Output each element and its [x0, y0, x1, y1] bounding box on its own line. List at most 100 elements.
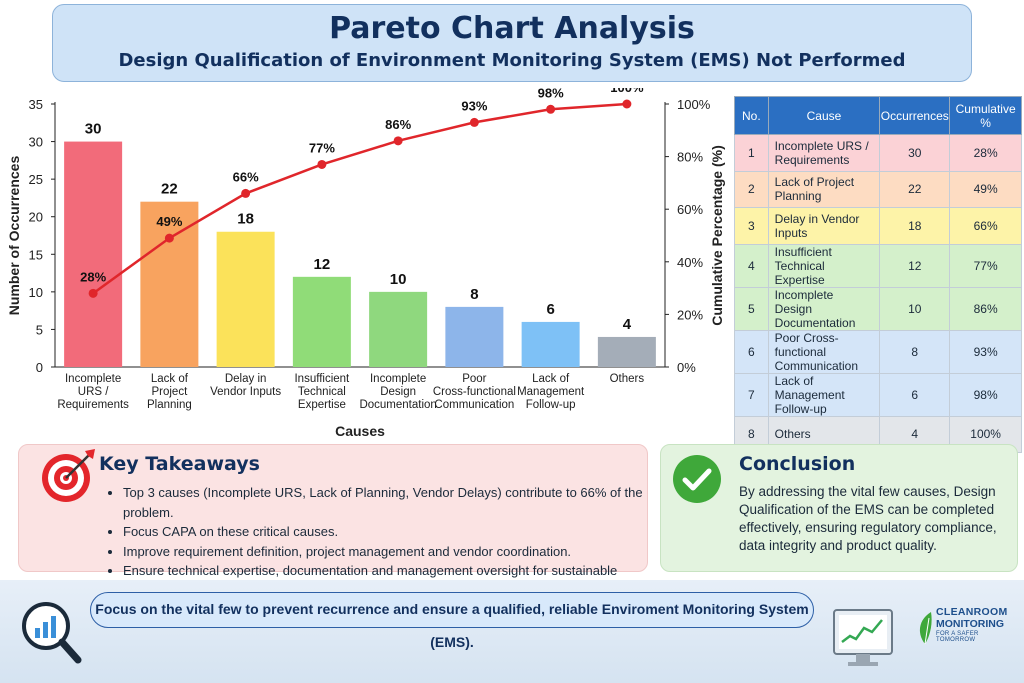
y-tick-label: 5: [36, 322, 43, 337]
conclusion-title: Conclusion: [739, 453, 856, 475]
bar-value-label: 18: [237, 211, 254, 228]
row-cause: Poor Cross-functional Communication: [767, 329, 881, 374]
x-tick-label: Planning: [147, 399, 192, 411]
takeaway-item: Focus CAPA on these critical causes.: [123, 522, 649, 542]
takeaways-list: Top 3 causes (Incomplete URS, Lack of Pl…: [109, 483, 649, 600]
table-row: 1 Incomplete URS / Requirements 30 28%: [734, 134, 1022, 172]
y-tick-label: 25: [29, 172, 43, 187]
conclusion-text: By addressing the vital few causes, Desi…: [739, 484, 997, 553]
cumulative-point: [393, 136, 403, 146]
row-cumulative: 49%: [949, 170, 1022, 208]
title-banner: Pareto Chart Analysis Design Qualificati…: [52, 4, 972, 82]
y2-tick-label: 80%: [677, 150, 703, 165]
y2-tick-label: 20%: [677, 307, 703, 322]
table-body: 1 Incomplete URS / Requirements 30 28% 2 Lack…: [734, 134, 1022, 453]
x-tick-label: Others: [610, 373, 645, 385]
x-tick-label: Lack of: [151, 373, 189, 385]
row-cumulative: 93%: [949, 329, 1022, 374]
bar-value-label: 30: [85, 121, 102, 138]
table-row: 7 Lack of Management Follow-up 6 98%: [734, 372, 1022, 417]
y2-tick-label: 0%: [677, 360, 696, 375]
cleanroom-logo: CLEANROOM MONITORING FOR A SAFER TOMORRO…: [918, 606, 1018, 645]
row-occurrences: 12: [879, 243, 951, 288]
header-cumulative: Cumulative %: [949, 96, 1022, 135]
row-occurrences: 8: [879, 329, 951, 374]
y2-axis-title: Cumulative Percentage (%): [709, 145, 725, 326]
monitor-chart-icon: [833, 609, 893, 666]
row-cumulative: 66%: [949, 207, 1022, 245]
footer: Focus on the vital few to prevent recurr…: [0, 580, 1024, 683]
row-no: 5: [734, 286, 769, 331]
x-tick-label: Lack of: [532, 373, 570, 385]
table-row: 6 Poor Cross-functional Communication 8 93%: [734, 329, 1022, 374]
row-occurrences: 6: [879, 372, 951, 417]
footer-banner: Focus on the vital few to prevent recurr…: [90, 592, 814, 650]
x-tick-label: Incomplete: [65, 373, 121, 385]
cumulative-point: [622, 99, 632, 109]
bar-value-label: 12: [314, 256, 331, 273]
bar-value-label: 6: [546, 301, 554, 318]
table-row: 4 Insufficient Technical Expertise 12 77%: [734, 243, 1022, 288]
takeaway-item: Top 3 causes (Incomplete URS, Lack of Pl…: [123, 483, 649, 522]
row-cumulative: 28%: [949, 134, 1022, 172]
pareto-chart: 0 5 10 15 20 25 30 35 0% 20% 40% 60% 80% 100% Number o…: [6, 88, 725, 439]
bar-value-label: 22: [161, 181, 178, 198]
cumulative-line: [92, 102, 627, 295]
x-tick-label: Poor: [462, 373, 486, 385]
row-no: 7: [734, 372, 769, 417]
checkmark-icon: [673, 455, 721, 503]
page-subtitle: Design Qualification of Environment Moni…: [118, 50, 906, 71]
bar: [369, 291, 428, 367]
header-occurrences: Occurrences: [879, 96, 951, 135]
bar-value-label: 8: [470, 286, 478, 303]
row-cumulative: 86%: [949, 286, 1022, 331]
takeaway-item: Improve requirement definition, project …: [123, 542, 649, 562]
row-cause: Delay in Vendor Inputs: [767, 207, 881, 245]
bar-value-label: 10: [390, 271, 407, 288]
y2-tick-label: 100%: [677, 97, 711, 112]
x-tick-label: Management: [517, 386, 585, 398]
cause-table: No. Cause Occurrences Cumulative % 1 Inco…: [734, 96, 1022, 453]
x-tick-label: Follow-up: [526, 399, 576, 411]
row-occurrences: 18: [879, 207, 951, 245]
cumulative-label: 98%: [538, 88, 564, 100]
row-no: 6: [734, 329, 769, 374]
bar-value-label: 4: [623, 316, 632, 333]
x-tick-label: Delay in: [225, 373, 267, 385]
header-cause: Cause: [767, 96, 881, 135]
row-cumulative: 77%: [949, 243, 1022, 288]
x-tick-label: Expertise: [298, 399, 346, 411]
cumulative-point: [317, 159, 327, 169]
bar: [140, 201, 199, 367]
y2-tick-label: 60%: [677, 202, 703, 217]
row-no: 3: [734, 207, 769, 245]
row-occurrences: 30: [879, 134, 951, 172]
row-occurrences: 10: [879, 286, 951, 331]
x-tick-label: Technical: [298, 386, 346, 398]
row-occurrences: 22: [879, 170, 951, 208]
leaf-icon: [919, 612, 932, 645]
logo-text-2: MONITORING: [936, 618, 1005, 630]
x-tick-label: Insufficient: [294, 373, 350, 385]
row-cause: Insufficient Technical Expertise: [767, 243, 881, 288]
x-axis-title: Causes: [335, 423, 385, 439]
y-axis-title: Number of Occurrences: [6, 156, 22, 316]
x-tick-label: Vendor Inputs: [210, 386, 281, 398]
row-cause: Incomplete URS / Requirements: [767, 134, 881, 172]
cumulative-point: [469, 117, 479, 127]
key-takeaways-panel: Key Takeaways Top 3 causes (Incomplete U…: [18, 444, 648, 598]
cumulative-point: [88, 288, 98, 298]
bar: [521, 321, 580, 367]
cumulative-point: [164, 233, 174, 243]
table-row: 5 Incomplete Design Documentation 10 86%: [734, 286, 1022, 331]
bar: [64, 141, 123, 367]
cumulative-label: 28%: [80, 269, 106, 284]
bar: [216, 231, 275, 367]
cumulative-point: [546, 104, 556, 114]
y-tick-label: 20: [29, 210, 43, 225]
x-tick-label: Documentation: [359, 399, 436, 411]
x-tick-label: URS /: [78, 386, 109, 398]
y-tick-label: 15: [29, 247, 43, 262]
table-row: 3 Delay in Vendor Inputs 18 66%: [734, 207, 1022, 245]
x-tick-label: Project: [151, 386, 188, 398]
